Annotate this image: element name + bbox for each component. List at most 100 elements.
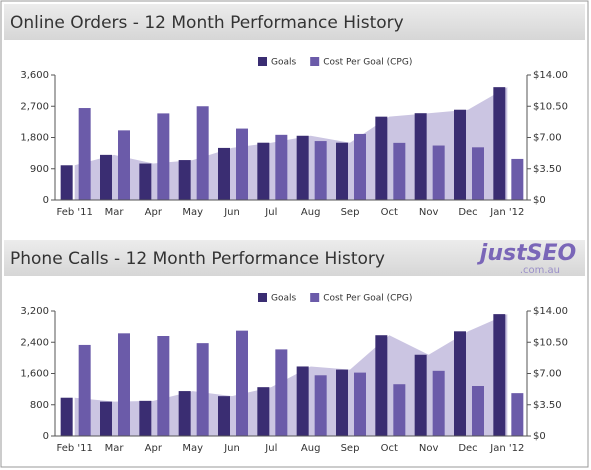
bar xyxy=(511,158,524,200)
y2-tick-label: $14.00 xyxy=(533,306,568,317)
bar xyxy=(454,109,466,200)
bar xyxy=(493,314,506,436)
y-tick-label: 0 xyxy=(43,431,49,442)
header-band xyxy=(4,240,585,276)
x-tick-label: Jan '12 xyxy=(489,207,524,218)
chart-title: Online Orders - 12 Month Performance His… xyxy=(10,13,404,33)
x-tick-label: Feb '11 xyxy=(56,443,92,454)
y-tick-label: 3,200 xyxy=(20,306,49,317)
bar xyxy=(493,87,506,200)
bar xyxy=(196,343,209,436)
x-tick-label: Oct xyxy=(381,207,398,218)
bar xyxy=(257,142,270,200)
y-tick-label: 0 xyxy=(43,195,49,206)
bar xyxy=(354,133,366,200)
bar xyxy=(336,142,348,200)
y-tick-label: 2,700 xyxy=(20,101,49,112)
legend-label: Goals xyxy=(271,58,296,68)
bar xyxy=(511,393,524,436)
bar xyxy=(296,135,309,200)
bar xyxy=(454,331,466,436)
legend-swatch xyxy=(310,293,320,302)
bar xyxy=(275,134,288,200)
y2-tick-label: $10.50 xyxy=(533,101,568,112)
bar xyxy=(354,372,366,436)
bar xyxy=(314,141,327,200)
legend-label: Cost Per Goal (CPG) xyxy=(323,58,412,68)
x-tick-label: Aug xyxy=(301,443,321,454)
x-tick-label: Jun xyxy=(223,443,240,454)
bar xyxy=(296,366,309,436)
x-tick-label: Sep xyxy=(341,443,360,454)
bar xyxy=(60,397,73,436)
y2-tick-label: $14.00 xyxy=(533,70,568,81)
bar xyxy=(100,154,112,200)
bar xyxy=(157,113,170,200)
logo-domain: .com.au xyxy=(520,265,560,276)
bar xyxy=(178,160,191,200)
y2-tick-label: $10.50 xyxy=(533,337,568,348)
chart-title: Phone Calls - 12 Month Performance Histo… xyxy=(10,249,385,269)
x-tick-label: Jun xyxy=(223,207,240,218)
bar xyxy=(100,401,112,436)
bar xyxy=(393,384,406,436)
bar xyxy=(78,108,91,200)
x-tick-label: Nov xyxy=(419,207,439,218)
y-tick-label: 800 xyxy=(30,400,49,411)
bar xyxy=(196,106,209,200)
y-tick-label: 3,600 xyxy=(20,70,49,81)
y-tick-label: 1,800 xyxy=(20,133,49,144)
legend-label: Cost Per Goal (CPG) xyxy=(323,294,412,304)
bar xyxy=(414,113,427,200)
bar xyxy=(472,147,484,200)
x-tick-label: Oct xyxy=(381,443,398,454)
legend-swatch xyxy=(310,57,320,66)
bar xyxy=(314,375,327,436)
legend-label: Goals xyxy=(271,294,296,304)
bar xyxy=(218,147,230,200)
bar xyxy=(178,391,191,436)
bar xyxy=(139,163,152,200)
bar xyxy=(78,344,91,436)
y2-tick-label: $0 xyxy=(533,431,546,442)
y2-tick-label: $7.00 xyxy=(533,369,562,380)
y-tick-label: 1,600 xyxy=(20,369,49,380)
bar xyxy=(375,335,388,436)
logo: justSEO xyxy=(477,241,576,266)
y2-tick-label: $3.50 xyxy=(533,400,562,411)
bar xyxy=(375,116,388,200)
x-tick-label: Apr xyxy=(145,207,163,218)
legend-swatch xyxy=(258,57,267,66)
x-tick-label: Feb '11 xyxy=(56,207,92,218)
bar xyxy=(236,128,248,200)
x-tick-label: Jul xyxy=(264,443,277,454)
bar xyxy=(139,400,152,436)
y2-tick-label: $3.50 xyxy=(533,164,562,175)
x-tick-label: Dec xyxy=(458,443,477,454)
x-tick-label: Nov xyxy=(419,443,439,454)
x-tick-label: Aug xyxy=(301,207,321,218)
bar xyxy=(60,165,73,200)
bar xyxy=(118,130,130,200)
x-tick-label: May xyxy=(182,443,203,454)
bar xyxy=(236,330,248,436)
bar xyxy=(157,336,170,436)
y-tick-label: 900 xyxy=(30,164,49,175)
x-tick-label: Apr xyxy=(145,443,163,454)
bar xyxy=(432,370,445,436)
bar xyxy=(472,386,484,436)
x-tick-label: Sep xyxy=(341,207,360,218)
x-tick-label: Mar xyxy=(105,443,125,454)
y2-tick-label: $0 xyxy=(533,195,546,206)
bar xyxy=(336,369,348,436)
x-tick-label: Jul xyxy=(264,207,277,218)
legend-swatch xyxy=(258,293,267,302)
x-tick-label: Mar xyxy=(105,207,125,218)
bar xyxy=(218,396,230,436)
bar xyxy=(257,387,270,436)
bar xyxy=(275,349,288,436)
bar xyxy=(393,142,406,200)
bar xyxy=(432,145,445,200)
bar xyxy=(414,354,427,436)
bar xyxy=(118,333,130,436)
